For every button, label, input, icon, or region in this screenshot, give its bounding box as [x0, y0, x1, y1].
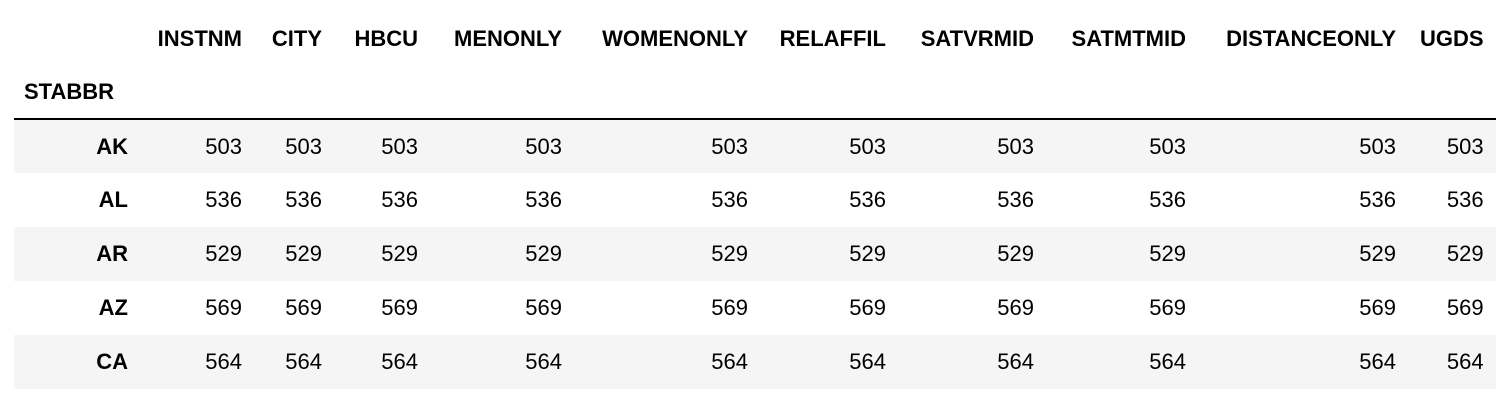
column-header: UGDS: [1420, 25, 1484, 51]
table-row: AK 503 503 503 503 503 503 503 503 503 5…: [14, 119, 1496, 173]
table-cell: 503: [1149, 133, 1186, 159]
index-name-label: STABBR: [24, 78, 115, 104]
table-cell: 503: [711, 133, 748, 159]
table-row: AZ 569 569 569 569 569 569 569 569 569 5…: [14, 281, 1496, 335]
table-cell: 536: [525, 187, 562, 212]
row-index-label: AK: [96, 133, 128, 159]
header-blank-cell: [760, 65, 898, 119]
header-blank-cell: [254, 65, 334, 119]
header-blank-cell: [1198, 65, 1408, 119]
table-cell: 503: [997, 133, 1034, 159]
table-cell: 569: [1359, 295, 1396, 320]
table-cell: 503: [1359, 133, 1396, 159]
table-cell: 536: [205, 187, 242, 212]
table-cell: 529: [525, 241, 562, 266]
table-cell: 536: [285, 187, 322, 212]
table-cell: 564: [285, 349, 322, 374]
header-blank-cell: [1408, 65, 1496, 119]
table-cell: 569: [997, 295, 1034, 320]
table-cell: 503: [1446, 133, 1484, 159]
row-index-label: CA: [96, 349, 128, 374]
table-cell: 536: [849, 187, 886, 212]
header-blank-cell: [1046, 65, 1198, 119]
table-row: AR 529 529 529 529 529 529 529 529 529 5…: [14, 227, 1496, 281]
table-cell: 569: [1149, 295, 1186, 320]
header-blank-cell: [430, 65, 574, 119]
table-cell: 569: [711, 295, 748, 320]
column-header-row: INSTNM CITY HBCU MENONLY WOMENONLY RELAF…: [14, 12, 1496, 65]
table-row: AL 536 536 536 536 536 536 536 536 536 5…: [14, 173, 1496, 227]
header-blank-cell: [574, 65, 760, 119]
table-cell: 569: [285, 295, 322, 320]
table-cell: 529: [285, 241, 322, 266]
table-cell: 569: [205, 295, 242, 320]
table-cell: 529: [997, 241, 1034, 266]
table-cell: 564: [1359, 349, 1396, 374]
table-cell: 536: [1359, 187, 1396, 212]
column-header: INSTNM: [157, 25, 242, 51]
table-cell: 529: [205, 241, 242, 266]
table-cell: 569: [849, 295, 886, 320]
column-header: CITY: [271, 25, 322, 51]
table-cell: 536: [1149, 187, 1186, 212]
table-cell: 564: [711, 349, 748, 374]
row-index-label: AL: [98, 187, 128, 212]
table-cell: 564: [849, 349, 886, 374]
table-cell: 564: [1446, 349, 1484, 374]
table-cell: 529: [849, 241, 886, 266]
table-cell: 536: [1446, 187, 1484, 212]
table-cell: 529: [1149, 241, 1186, 266]
table-cell: 529: [1359, 241, 1396, 266]
table-cell: 503: [285, 133, 322, 159]
column-header: SATMTMID: [1071, 25, 1186, 51]
table-cell: 503: [525, 133, 562, 159]
table-cell: 569: [525, 295, 562, 320]
header-blank-cell: [14, 12, 140, 65]
column-header: HBCU: [354, 25, 418, 51]
table-cell: 503: [205, 133, 242, 159]
header-blank-cell: [140, 65, 254, 119]
dataframe-table: INSTNM CITY HBCU MENONLY WOMENONLY RELAF…: [14, 12, 1496, 389]
row-index-label: AZ: [98, 295, 128, 320]
table-cell: 536: [997, 187, 1034, 212]
row-index-label: AR: [96, 241, 128, 266]
header-blank-cell: [334, 65, 430, 119]
table-cell: 569: [381, 295, 418, 320]
column-header: DISTANCEONLY: [1226, 25, 1396, 51]
table-cell: 529: [381, 241, 418, 266]
table-row: CA 564 564 564 564 564 564 564 564 564 5…: [14, 335, 1496, 389]
column-header: RELAFFIL: [779, 25, 886, 51]
table-cell: 529: [1446, 241, 1484, 266]
table-cell: 564: [381, 349, 418, 374]
table-cell: 564: [525, 349, 562, 374]
header-blank-cell: [898, 65, 1046, 119]
table-cell: 564: [1149, 349, 1186, 374]
table-cell: 564: [205, 349, 242, 374]
column-header: WOMENONLY: [602, 25, 748, 51]
table-cell: 536: [381, 187, 418, 212]
table-cell: 529: [711, 241, 748, 266]
column-header: MENONLY: [454, 25, 562, 51]
table-cell: 503: [849, 133, 886, 159]
index-name-row: STABBR: [14, 65, 1496, 119]
table-cell: 536: [711, 187, 748, 212]
table-cell: 564: [997, 349, 1034, 374]
table-cell: 503: [381, 133, 418, 159]
column-header: SATVRMID: [920, 25, 1034, 51]
table-cell: 569: [1446, 295, 1484, 320]
